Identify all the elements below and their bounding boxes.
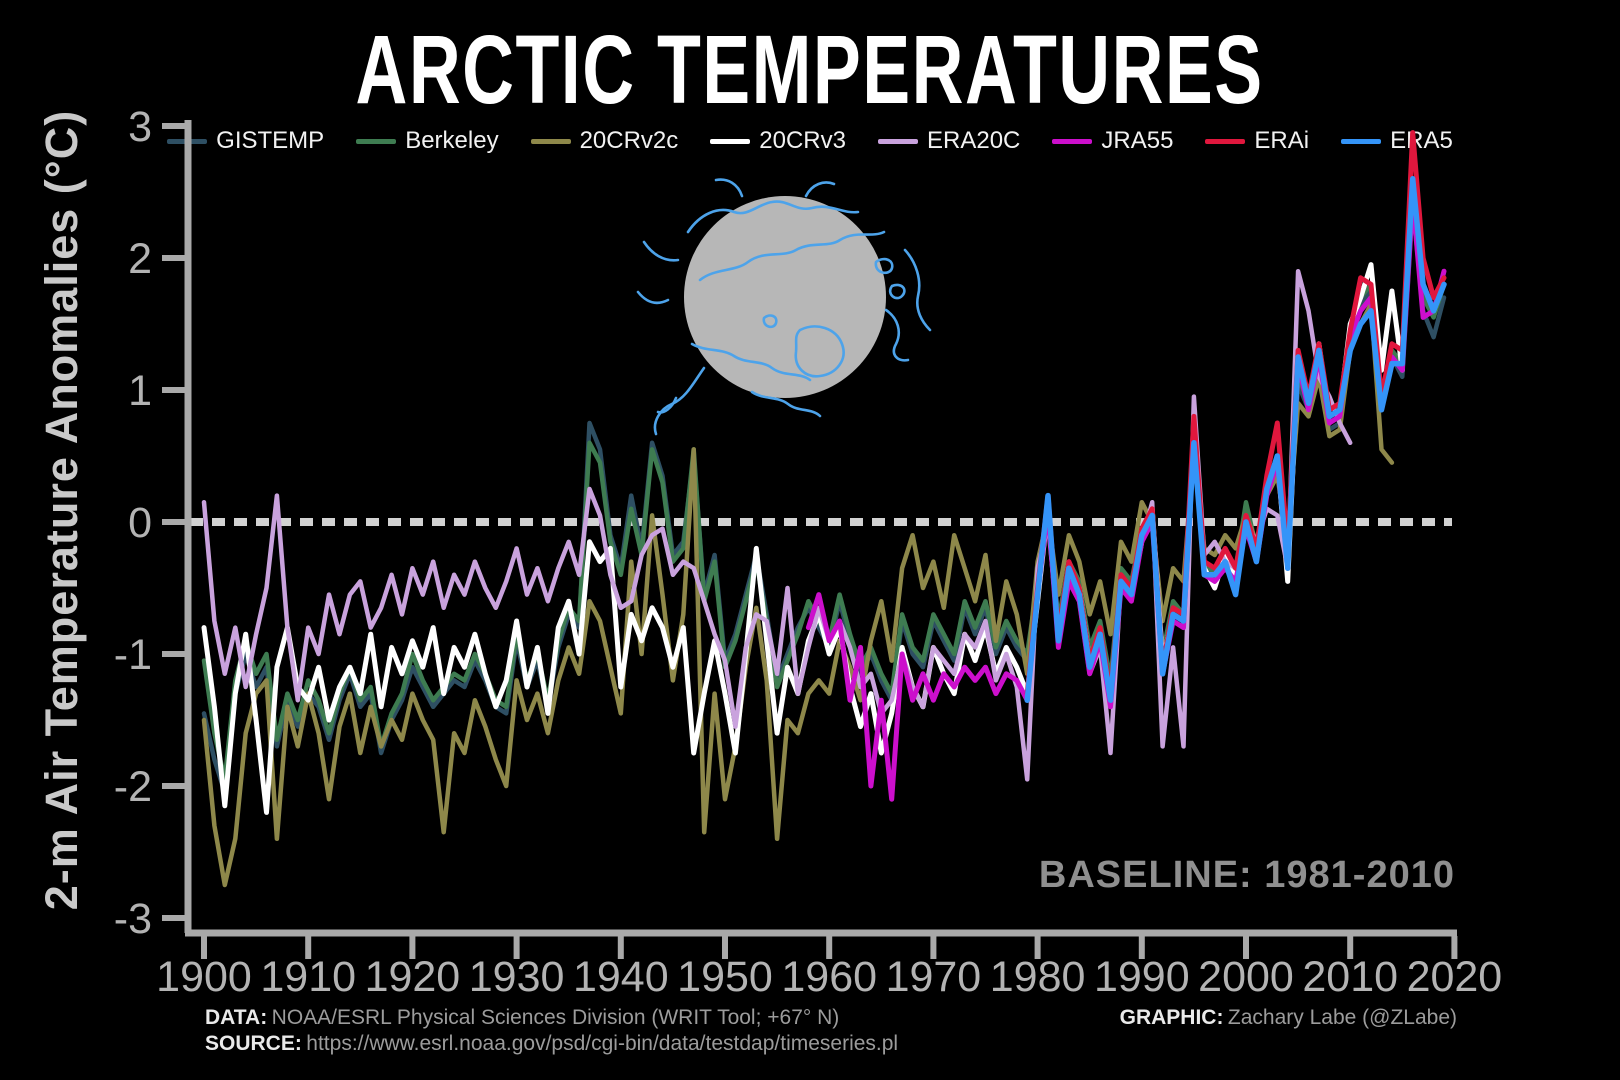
x-tick-label: 2020	[1407, 953, 1503, 1001]
x-tick-label: 1930	[469, 953, 565, 1001]
x-tick-label: 2000	[1198, 953, 1294, 1001]
baseline-note: BASELINE: 1981-2010	[1038, 854, 1455, 896]
x-tick-label: 1940	[573, 953, 669, 1001]
legend-swatch-Berkeley	[356, 138, 397, 144]
x-tick-label: 1920	[365, 953, 461, 1001]
x-tick-label: 1990	[1094, 953, 1190, 1001]
x-tick-label: 1950	[677, 953, 773, 1001]
legend-swatch-20CRv2c	[530, 138, 571, 144]
x-tick-label: 1900	[156, 953, 252, 1001]
map-land-circle	[684, 196, 886, 398]
data-credit: DATA: NOAA/ESRL Physical Sciences Divisi…	[205, 1006, 898, 1032]
legend-label-Berkeley: Berkeley	[405, 127, 499, 154]
legend-swatch-JRA55	[1052, 138, 1093, 144]
legend-swatch-ERA5	[1341, 138, 1382, 144]
series-line-JRA55	[805, 196, 1447, 802]
data-credit-text: NOAA/ESRL Physical Sciences Division (WR…	[271, 1006, 840, 1029]
series-line-ERA5	[1024, 176, 1447, 703]
legend-swatch-ERAi	[1205, 138, 1246, 144]
x-tick-label: 1960	[781, 953, 877, 1001]
y-tick-label: 3	[128, 103, 152, 151]
y-tick-label: 1	[128, 367, 152, 415]
legend-item-20CRv2c: 20CRv2c	[530, 127, 679, 155]
source-credit-label: SOURCE:	[205, 1032, 302, 1055]
legend-swatch-20CRv3	[710, 138, 751, 144]
y-tick-label: 2	[128, 235, 152, 283]
page-title: ARCTIC TEMPERATURES	[0, 14, 1620, 126]
legend-label-20CRv2c: 20CRv2c	[579, 127, 679, 154]
y-tick-label: -2	[114, 763, 152, 811]
legend-label-ERA20C: ERA20C	[927, 127, 1021, 154]
source-credit: SOURCE: https://www.esrl.noaa.gov/psd/cg…	[205, 1032, 898, 1058]
x-tick-label: 1910	[260, 953, 356, 1001]
legend-item-JRA55: JRA55	[1052, 127, 1173, 155]
legend-item-ERA20C: ERA20C	[878, 127, 1020, 155]
graphic-credit-text: Zachary Labe (@ZLabe)	[1227, 1006, 1457, 1029]
x-tick-label: 1970	[886, 953, 982, 1001]
x-tick-label: 1980	[990, 953, 1086, 1001]
legend-label-JRA55: JRA55	[1101, 127, 1174, 154]
chart-title: ARCTIC TEMPERATURES	[355, 15, 1265, 124]
arctic-map	[636, 178, 932, 436]
y-tick-label: -3	[114, 895, 152, 943]
legend-label-20CRv3: 20CRv3	[759, 127, 846, 154]
data-credit-label: DATA:	[205, 1006, 268, 1029]
y-tick-label: -1	[114, 631, 152, 679]
legend: GISTEMP Berkeley 20CRv2c 20CRv3 ERA20C JRA55 E…	[0, 127, 1620, 155]
graphic-credit-label: GRAPHIC:	[1119, 1006, 1224, 1029]
legend-item-Berkeley: Berkeley	[356, 127, 499, 155]
series-line-ERA20C	[201, 268, 1353, 782]
x-tick-label: 2010	[1302, 953, 1398, 1001]
legend-item-ERA5: ERA5	[1341, 127, 1453, 155]
source-credit-text: https://www.esrl.noaa.gov/psd/cgi-bin/da…	[306, 1032, 899, 1055]
footer-credits: DATA: NOAA/ESRL Physical Sciences Divisi…	[205, 1006, 898, 1058]
legend-item-20CRv3: 20CRv3	[710, 127, 846, 155]
legend-label-ERAi: ERAi	[1254, 127, 1310, 154]
map-coastlines	[636, 178, 932, 436]
graphic-credit: GRAPHIC: Zachary Labe (@ZLabe)	[1120, 1006, 1457, 1030]
legend-label-GISTEMP: GISTEMP	[216, 127, 325, 154]
legend-label-ERA5: ERA5	[1390, 127, 1453, 154]
y-tick-label: 0	[128, 499, 152, 547]
legend-item-ERAi: ERAi	[1205, 127, 1309, 155]
legend-swatch-ERA20C	[878, 138, 918, 144]
